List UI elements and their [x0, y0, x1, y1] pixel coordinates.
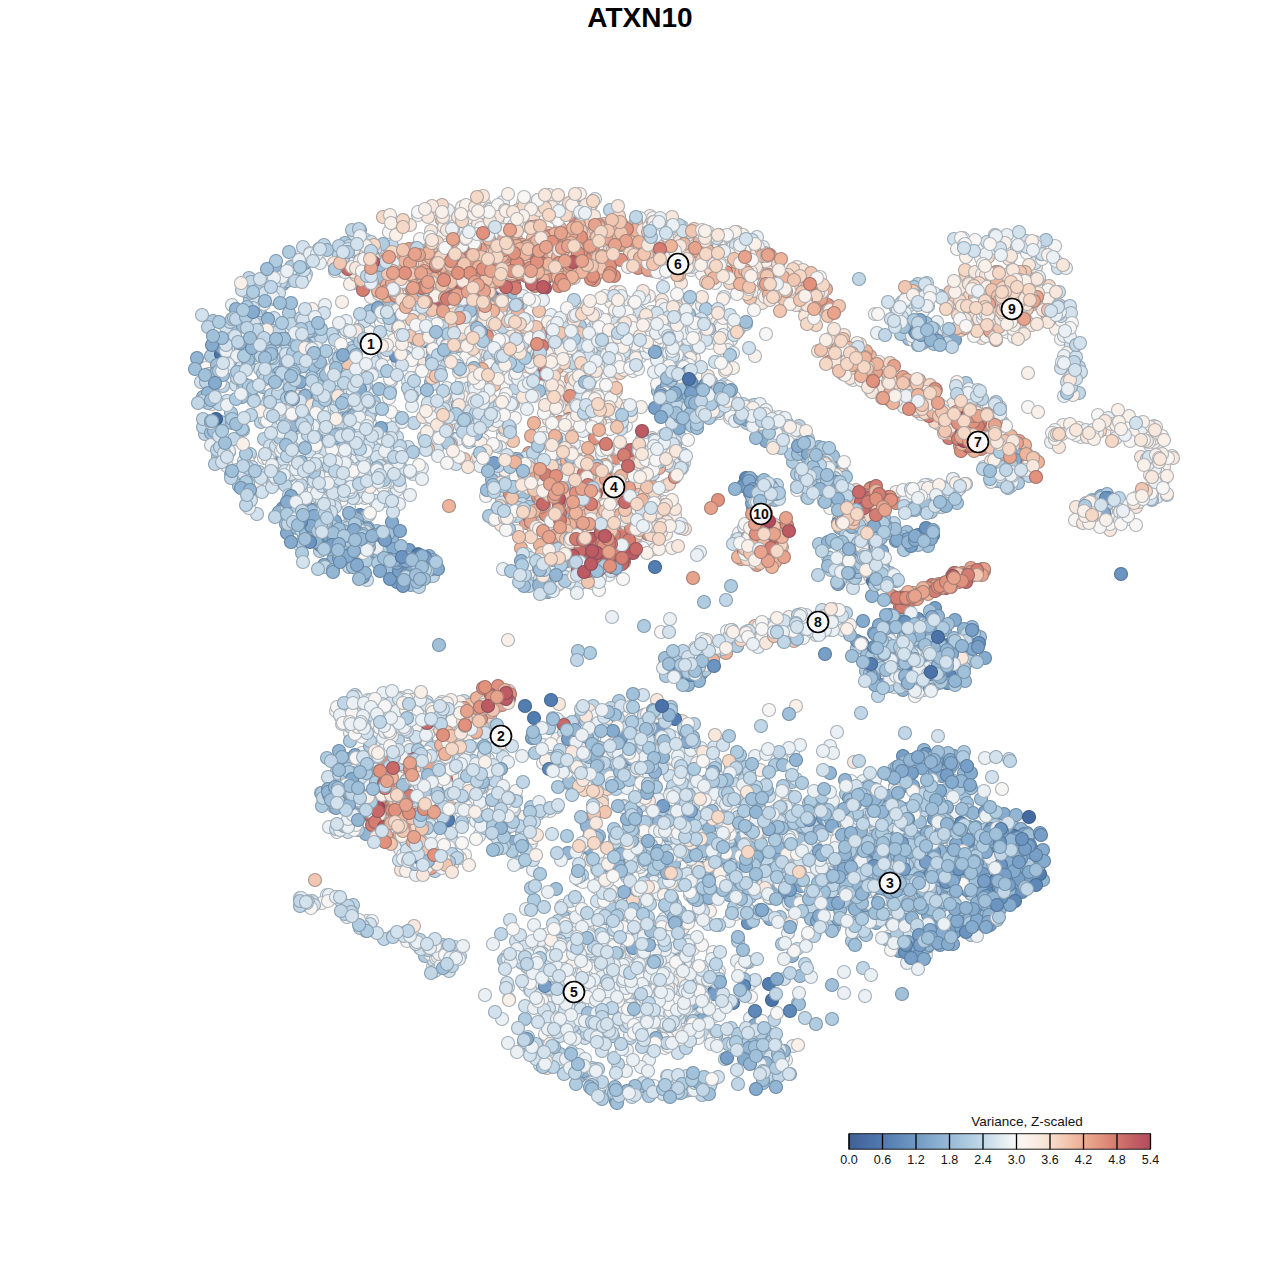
svg-text:2: 2 — [497, 728, 505, 744]
svg-text:0.0: 0.0 — [840, 1153, 857, 1167]
svg-text:3.0: 3.0 — [1008, 1153, 1025, 1167]
svg-text:ATXN10: ATXN10 — [587, 2, 692, 33]
svg-text:10: 10 — [753, 506, 769, 522]
svg-text:8: 8 — [814, 614, 822, 630]
svg-text:3.6: 3.6 — [1041, 1153, 1058, 1167]
svg-text:1.8: 1.8 — [941, 1153, 958, 1167]
svg-text:9: 9 — [1008, 301, 1016, 317]
svg-text:Variance, Z-scaled: Variance, Z-scaled — [971, 1114, 1083, 1129]
svg-text:5.4: 5.4 — [1142, 1153, 1159, 1167]
svg-text:0.6: 0.6 — [874, 1153, 891, 1167]
svg-text:4.8: 4.8 — [1108, 1153, 1125, 1167]
svg-text:1.2: 1.2 — [907, 1153, 924, 1167]
svg-text:7: 7 — [974, 434, 982, 450]
svg-text:4.2: 4.2 — [1075, 1153, 1092, 1167]
svg-text:3: 3 — [886, 875, 894, 891]
svg-text:2.4: 2.4 — [974, 1153, 991, 1167]
svg-text:1: 1 — [367, 336, 375, 352]
svg-text:6: 6 — [674, 256, 682, 272]
svg-text:4: 4 — [610, 479, 618, 495]
svg-text:5: 5 — [570, 984, 578, 1000]
